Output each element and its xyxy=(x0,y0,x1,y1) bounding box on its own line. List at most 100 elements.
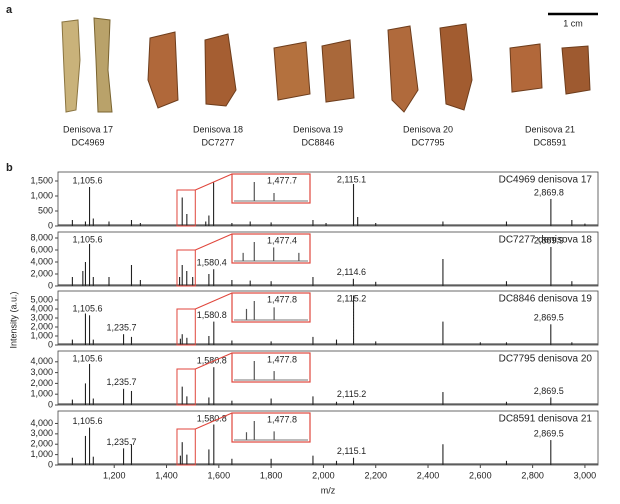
plot-frame xyxy=(57,171,599,227)
peak-label: 2,869.8 xyxy=(534,187,564,197)
y-tick-label: 3,000 xyxy=(30,312,53,322)
panel-label: a xyxy=(6,4,13,16)
spectrum-title: DC7277 denisova 18 xyxy=(499,235,593,246)
panel-label: b xyxy=(6,162,13,174)
peak-label: 1,235.7 xyxy=(107,323,137,333)
specimen-name: Denisova 17 xyxy=(63,124,113,134)
x-tick-label: 2,600 xyxy=(469,470,492,480)
specimen-code: DC7795 xyxy=(411,137,444,147)
specimen-name: Denisova 19 xyxy=(293,124,343,134)
y-axis-label: Intensity (a.u.) xyxy=(8,291,18,348)
y-tick-label: 1,000 xyxy=(30,190,53,200)
peak-label: 1,105.6 xyxy=(73,304,103,314)
zoom-connector xyxy=(195,292,233,310)
specimen-code: DC7277 xyxy=(201,137,234,147)
inset-label: 1,477.8 xyxy=(267,294,297,304)
y-tick-label: 0 xyxy=(48,399,53,409)
inset-frame xyxy=(231,352,311,383)
peak-label: 1,580.8 xyxy=(197,356,227,366)
x-tick-label: 1,800 xyxy=(260,470,283,480)
y-tick-label: 500 xyxy=(38,205,53,215)
peak-label: 2,115.1 xyxy=(337,174,366,184)
y-tick-label: 4,000 xyxy=(30,303,53,313)
plot-frame xyxy=(57,410,599,466)
y-tick-label: 3,000 xyxy=(30,367,53,377)
y-tick-label: 6,000 xyxy=(30,244,53,254)
peak-label: 2,115.2 xyxy=(337,389,366,399)
y-tick-label: 2,000 xyxy=(30,268,53,278)
x-tick-label: 1,200 xyxy=(103,470,126,480)
x-tick-label: 1,400 xyxy=(155,470,178,480)
spectrum-title: DC7795 denisova 20 xyxy=(499,354,593,365)
y-tick-label: 2,000 xyxy=(30,321,53,331)
peak-label: 2,115.1 xyxy=(337,446,366,456)
peak-label: 1,580.8 xyxy=(197,310,227,320)
peak-label: 1,580.8 xyxy=(197,413,227,423)
zoom-connector xyxy=(195,173,233,191)
y-tick-label: 3,000 xyxy=(30,428,53,438)
inset-label: 1,477.7 xyxy=(267,175,297,185)
inset-frame xyxy=(231,233,311,264)
y-tick-label: 2,000 xyxy=(30,378,53,388)
peak-label: 1,105.6 xyxy=(73,353,103,363)
y-tick-label: 8,000 xyxy=(30,232,53,242)
y-tick-label: 1,000 xyxy=(30,449,53,459)
inset-frame xyxy=(231,173,311,204)
spectrum-title: DC8846 denisova 19 xyxy=(499,294,593,305)
inset-label: 1,477.8 xyxy=(267,414,297,424)
x-tick-label: 3,000 xyxy=(574,470,597,480)
specimen-name: Denisova 21 xyxy=(525,124,575,134)
zoom-box xyxy=(176,308,196,346)
peak-label: 2,115.2 xyxy=(337,293,366,303)
specimen-name: Denisova 20 xyxy=(403,124,453,134)
zoom-box xyxy=(176,189,196,227)
y-tick-label: 4,000 xyxy=(30,418,53,428)
scale-label: 1 cm xyxy=(563,18,583,28)
y-tick-label: 1,500 xyxy=(30,175,53,185)
y-tick-label: 4,000 xyxy=(30,256,53,266)
x-tick-label: 2,000 xyxy=(312,470,335,480)
inset-frame xyxy=(231,292,311,323)
zoom-box xyxy=(176,368,196,406)
zoom-connector xyxy=(195,412,233,430)
inset-frame xyxy=(231,412,311,443)
specimen-code: DC4969 xyxy=(71,137,104,147)
spectrum-title: DC4969 denisova 17 xyxy=(499,175,593,186)
peak-label: 2,869.5 xyxy=(534,313,564,323)
zoom-box xyxy=(176,249,196,287)
peak-label: 2,869.5 xyxy=(534,386,564,396)
y-tick-label: 4,000 xyxy=(30,356,53,366)
y-tick-label: 0 xyxy=(48,339,53,349)
zoom-connector xyxy=(195,352,233,370)
y-tick-label: 0 xyxy=(48,220,53,230)
peak-label: 1,105.6 xyxy=(73,234,103,244)
x-axis-label: m/z xyxy=(321,485,336,495)
y-tick-label: 0 xyxy=(48,280,53,290)
y-tick-label: 1,000 xyxy=(30,330,53,340)
x-tick-label: 1,600 xyxy=(208,470,231,480)
y-tick-label: 0 xyxy=(48,459,53,469)
y-tick-label: 2,000 xyxy=(30,439,53,449)
specimen-code: DC8846 xyxy=(301,137,334,147)
inset-label: 1,477.8 xyxy=(267,354,297,364)
specimen-code: DC8591 xyxy=(533,137,566,147)
spectrum-title: DC8591 denisova 21 xyxy=(499,414,593,425)
x-tick-label: 2,200 xyxy=(364,470,387,480)
y-tick-label: 1,000 xyxy=(30,389,53,399)
zoom-box xyxy=(176,428,196,466)
y-tick-label: 5,000 xyxy=(30,294,53,304)
peak-label: 2,114.6 xyxy=(337,267,366,277)
inset-label: 1,477.4 xyxy=(267,235,297,245)
x-tick-label: 2,400 xyxy=(417,470,440,480)
peak-label: 1,105.6 xyxy=(73,416,103,426)
peak-label: 1,235.7 xyxy=(107,437,137,447)
peak-label: 1,105.6 xyxy=(73,175,103,185)
x-tick-label: 2,800 xyxy=(521,470,544,480)
peak-label: 2,869.5 xyxy=(534,428,564,438)
plot-frame xyxy=(57,231,599,287)
specimen-name: Denisova 18 xyxy=(193,124,243,134)
bone-photos xyxy=(61,17,591,113)
zoom-connector xyxy=(195,233,233,251)
